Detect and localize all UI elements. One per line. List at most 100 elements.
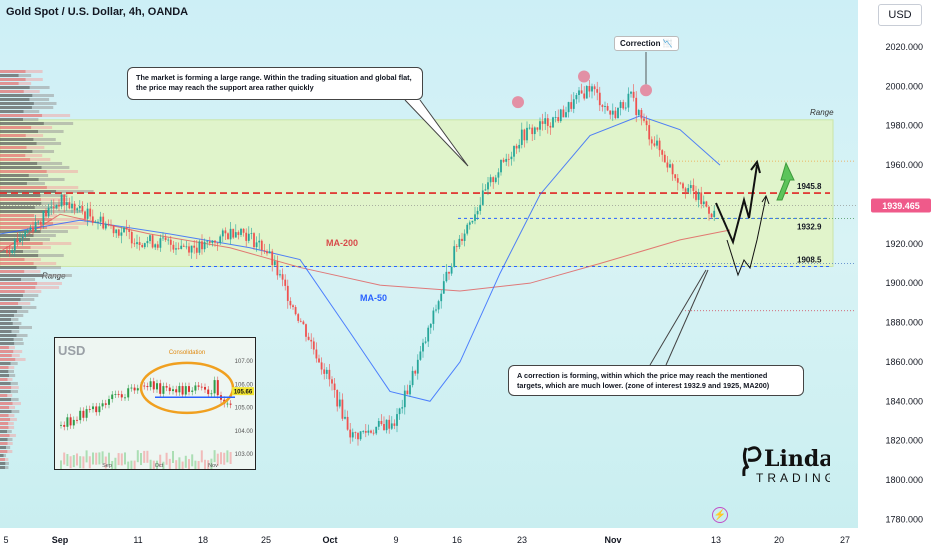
x-tick: 25 xyxy=(261,535,271,545)
candle-body xyxy=(458,238,461,247)
candle-body xyxy=(552,117,554,128)
inset-y-tick: 107.00 xyxy=(235,359,254,365)
profile-bar-a xyxy=(0,166,42,169)
inset-body xyxy=(104,403,107,405)
candle-body xyxy=(39,221,42,225)
profile-bar-a xyxy=(0,106,32,109)
candle-body xyxy=(289,300,292,306)
candle-body xyxy=(6,249,8,253)
inset-body xyxy=(88,409,91,410)
profile-bar-a xyxy=(0,218,52,221)
ma-50-line xyxy=(0,115,721,402)
profile-bar-a xyxy=(0,462,6,465)
candle-body xyxy=(411,370,414,386)
candle-body xyxy=(614,110,617,119)
profile-bar-b xyxy=(9,374,16,377)
candle-body xyxy=(630,91,632,94)
inset-body xyxy=(127,388,130,398)
profile-bar-b xyxy=(13,338,23,341)
candle-body xyxy=(297,314,300,321)
candle-body xyxy=(377,420,380,427)
profile-bar-b xyxy=(47,226,79,229)
profile-bar-a xyxy=(0,450,8,453)
profile-bar-b xyxy=(31,126,53,129)
profile-bar-b xyxy=(25,134,44,137)
candle-body xyxy=(115,229,118,234)
inset-volume xyxy=(152,460,155,469)
candle-body xyxy=(575,95,578,100)
profile-bar-a xyxy=(0,274,44,277)
candle-body xyxy=(331,379,333,384)
correction-text: Correction xyxy=(620,39,661,48)
profile-bar-a xyxy=(0,134,26,137)
candle-body xyxy=(107,223,110,225)
profile-bar-b xyxy=(38,130,64,133)
inset-volume xyxy=(216,453,219,466)
inset-body xyxy=(191,390,194,392)
inset-body xyxy=(175,389,178,393)
candle-body xyxy=(500,159,502,173)
inset-body xyxy=(114,394,117,395)
profile-bar-b xyxy=(11,318,19,321)
candle-body xyxy=(32,227,34,232)
candle-body xyxy=(203,241,206,250)
candle-body xyxy=(596,89,599,93)
candle-body xyxy=(695,190,697,200)
profile-bar-b xyxy=(24,270,41,273)
profile-bar-b xyxy=(26,146,45,149)
candle-body xyxy=(388,419,391,429)
candle-body xyxy=(640,110,643,119)
candle-body xyxy=(588,86,591,92)
profile-bar-a xyxy=(0,198,41,201)
candle-body xyxy=(123,227,125,233)
profile-bar-b xyxy=(35,286,60,289)
profile-bar-b xyxy=(23,110,40,113)
profile-bar-a xyxy=(0,346,9,349)
candle-body xyxy=(466,224,469,234)
profile-bar-b xyxy=(32,94,54,97)
candle-body xyxy=(245,232,248,241)
profile-bar-b xyxy=(56,190,94,193)
candle-body xyxy=(385,419,388,431)
y-tick: 1860.000 xyxy=(885,357,923,367)
inset-volume xyxy=(127,461,130,469)
profile-bar-b xyxy=(30,246,51,249)
candle-body xyxy=(16,239,19,243)
profile-bar-b xyxy=(37,282,62,285)
flash-icon[interactable]: ⚡ xyxy=(712,507,728,523)
profile-bar-b xyxy=(34,206,59,209)
inset-body xyxy=(210,393,213,395)
candle-body xyxy=(255,242,258,248)
usd-inset-chart: USD 107.00 106.00 105.00 104.00 103.00 Consoli… xyxy=(54,337,256,470)
currency-button[interactable]: USD xyxy=(878,4,922,26)
candle-body xyxy=(58,205,60,207)
candle-body xyxy=(247,233,250,241)
candle-body xyxy=(24,231,27,237)
candle-body xyxy=(544,118,547,124)
candle-body xyxy=(539,121,541,130)
profile-bar-b xyxy=(7,442,13,445)
candle-body xyxy=(507,158,510,160)
candle-body xyxy=(354,432,357,434)
profile-bar-b xyxy=(14,342,24,345)
candle-body xyxy=(11,250,14,254)
candle-body xyxy=(284,279,287,286)
inset-title: USD xyxy=(58,343,85,358)
candle-body xyxy=(151,235,154,248)
x-tick: 18 xyxy=(198,535,208,545)
inset-volume xyxy=(76,453,78,466)
candle-body xyxy=(281,274,284,280)
candle-body xyxy=(448,271,450,274)
profile-bar-a xyxy=(0,170,47,173)
logo-svg: Linda TRADING xyxy=(742,446,834,485)
candle-body xyxy=(383,424,385,431)
candle-body xyxy=(533,127,536,135)
profile-bar-a xyxy=(0,350,14,353)
volume-profile xyxy=(0,70,94,469)
candle-body xyxy=(68,202,71,209)
inset-volume xyxy=(63,452,66,465)
inset-volume xyxy=(213,450,216,463)
inset-volume xyxy=(226,450,229,463)
profile-bar-b xyxy=(51,218,87,221)
